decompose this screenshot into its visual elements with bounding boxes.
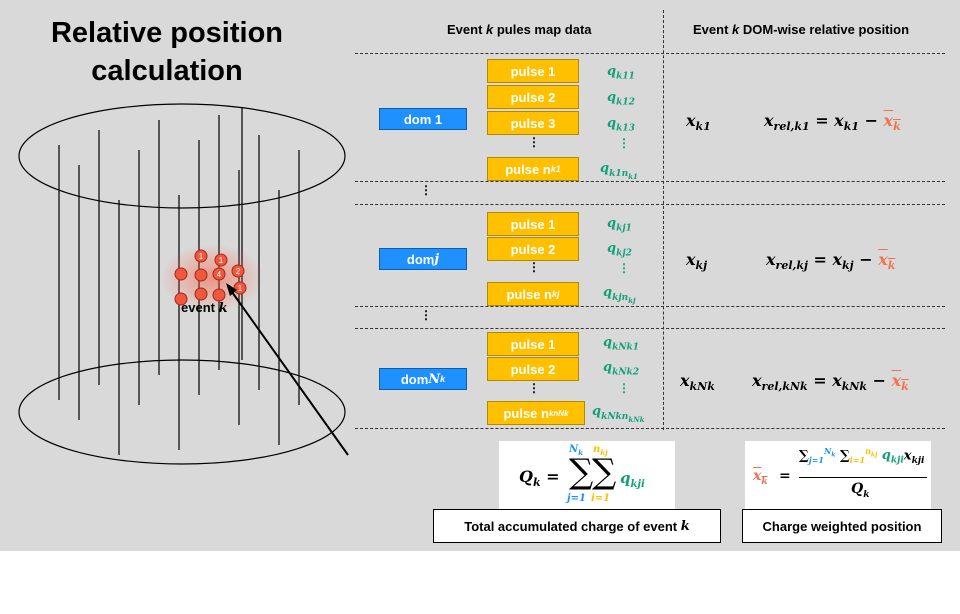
pulse-box: pulse 3	[487, 111, 579, 135]
hit-count-label: 1	[199, 252, 204, 261]
separator	[355, 181, 945, 182]
vertical-dots: ⋮	[618, 381, 630, 395]
vertical-dots: ⋮	[528, 381, 540, 395]
charge-label: qkj2	[607, 241, 632, 259]
charge-label: qkNk2	[603, 360, 640, 378]
vertical-dots: ⋮	[618, 261, 630, 275]
pulse-box-last: pulse n kj	[487, 282, 579, 306]
hit-count-label: 4	[217, 270, 222, 279]
vertical-dots: ⋮	[618, 136, 630, 150]
detector-strings	[58, 108, 300, 455]
separator	[355, 53, 945, 54]
vertical-dots: ⋮	[420, 308, 432, 322]
total-charge-label: Total accumulated charge of event k	[433, 509, 721, 543]
direction-arrow	[231, 291, 349, 456]
charge-label: qkjnkj	[603, 285, 636, 305]
bottom-ellipse	[18, 359, 346, 465]
hit-count-label: 1	[219, 256, 224, 265]
detector-drawing: 1 1 4 2 1	[18, 103, 349, 465]
hit-count-label: 2	[236, 267, 241, 276]
vertical-dots: ⋮	[528, 135, 540, 149]
page-title: Relative position calculation	[50, 17, 284, 87]
charge-label: qk11	[607, 64, 635, 82]
charge-label: qk13	[607, 116, 635, 134]
weighted-position-label: Charge weighted position	[742, 509, 942, 543]
pulse-box: pulse 2	[487, 85, 579, 109]
top-ellipse	[18, 103, 346, 209]
charge-label: qk12	[607, 90, 635, 108]
dom-1-box: dom 1	[379, 108, 467, 130]
charge-label: qkj1	[607, 216, 632, 234]
separator	[355, 306, 945, 307]
pulse-box: pulse 1	[487, 59, 579, 83]
pulse-box: pulse 2	[487, 237, 579, 261]
pulse-box: pulse 2	[487, 357, 579, 381]
vertical-dots: ⋮	[528, 260, 540, 274]
hit-doms	[174, 249, 247, 306]
separator	[355, 428, 945, 429]
pulse-box: pulse 1	[487, 332, 579, 356]
hit-count-label: 1	[238, 284, 243, 293]
header-relative-position: Event k DOM-wise relative position	[693, 22, 910, 37]
total-charge-formula: Qk = ∑ Nk j=1 ∑ nkj i=1 qkji	[499, 441, 675, 509]
dom-position: xk1	[686, 111, 711, 134]
dom-j-box: dom j	[379, 248, 467, 270]
dom-position: xkNk	[680, 371, 715, 394]
dom-position: xkj	[686, 250, 708, 273]
charge-label: qkNk1	[603, 335, 640, 353]
header-pulse-map: Event k pules map data	[447, 22, 592, 37]
pulse-box-last: pulse n k1	[487, 157, 579, 181]
arrow-head	[226, 283, 237, 296]
charge-label: qk1nk1	[600, 161, 638, 181]
relative-position-eq: xrel,kj = xkj − xk	[766, 250, 896, 273]
pulse-box: pulse 1	[487, 212, 579, 236]
event-label: event k	[181, 300, 228, 316]
weighted-position-formula: xk = ∑j=1Nk ∑i=1nkj qkjixkji Qk	[745, 441, 931, 509]
separator	[355, 204, 945, 205]
charge-label: qkNknkNk	[592, 404, 645, 424]
vertical-dots: ⋮	[420, 183, 432, 197]
separator	[355, 328, 945, 329]
relative-position-eq: xrel,kNk = xkNk − xk	[752, 371, 909, 394]
column-divider	[663, 10, 664, 430]
pulse-box-last: pulse n knNk	[487, 401, 585, 425]
relative-position-eq: xrel,k1 = xk1 − xk	[764, 111, 901, 134]
